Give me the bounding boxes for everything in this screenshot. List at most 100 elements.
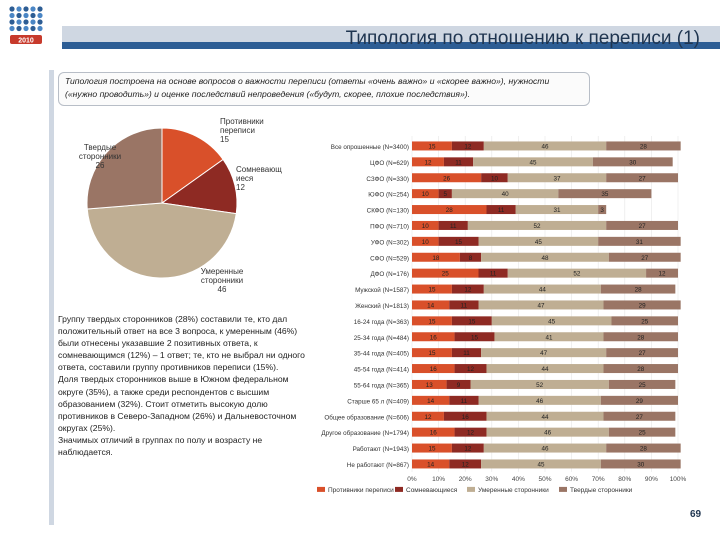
- category-label: Старше 65 л (N=409): [347, 398, 409, 405]
- bar-segment: [481, 459, 601, 469]
- bar-value-label: 46: [541, 446, 549, 453]
- bar-value-label: 29: [636, 398, 644, 405]
- logo-dot: [16, 12, 22, 19]
- category-label: 25-34 года (N=484): [354, 335, 409, 342]
- bar-value-label: 27: [639, 175, 647, 182]
- category-label: 16-24 года (N=363): [354, 319, 409, 326]
- pie-slice-label: Умеренные сторонники 46: [201, 267, 244, 294]
- bar-value-label: 52: [573, 271, 581, 278]
- bar-value-label: 28: [446, 207, 454, 214]
- pie-slice: [161, 127, 224, 204]
- pie-slice: [86, 127, 163, 210]
- bar-value-label: 9: [457, 382, 461, 389]
- bar-segment: [598, 236, 681, 246]
- category-label: Женский (N=1813): [355, 302, 409, 310]
- bar-value-label: 45: [530, 159, 538, 166]
- bar-value-label: 12: [424, 159, 432, 166]
- bar-value-label: 27: [639, 350, 647, 357]
- bar-value-label: 15: [471, 334, 479, 341]
- bar-value-label: 44: [541, 366, 549, 373]
- bar-value-label: 30: [637, 461, 645, 468]
- bar-segment: [603, 332, 678, 342]
- bar-value-label: 15: [428, 446, 436, 453]
- category-label: ДФО (N=176): [371, 271, 410, 278]
- bar-value-label: 15: [428, 318, 436, 325]
- bar-value-label: 30: [629, 159, 637, 166]
- bar-value-label: 15: [468, 318, 476, 325]
- logo-dot: [9, 25, 15, 32]
- pie-slice: [86, 202, 237, 279]
- bar-segment: [459, 252, 482, 262]
- bar-value-label: 12: [464, 446, 472, 453]
- bar-value-label: 11: [498, 207, 505, 214]
- bar-segment: [443, 411, 487, 421]
- legend-swatch: [559, 486, 567, 492]
- logo-dot: [37, 19, 43, 25]
- bar-value-label: 14: [427, 398, 435, 405]
- bar-value-label: 27: [641, 255, 649, 262]
- description-paragraph: Доля твердых сторонников выше в Южном фе…: [58, 374, 297, 433]
- bar-segment: [473, 157, 593, 167]
- logo-dot: [16, 19, 22, 25]
- bar-value-label: 46: [544, 430, 552, 437]
- bar-segment: [412, 316, 452, 326]
- bar-value-label: 16: [430, 366, 438, 373]
- logo-dot: [16, 6, 22, 12]
- bar-segment: [515, 205, 599, 215]
- bar-segment: [606, 173, 678, 183]
- bar-value-label: 37: [553, 175, 561, 182]
- bar-segment: [478, 395, 601, 405]
- bar-segment: [412, 443, 452, 453]
- category-label: 55-64 года (N=365): [354, 382, 409, 389]
- bar-segment: [412, 395, 450, 405]
- bar-value-label: 27: [636, 414, 644, 421]
- x-tick-label: 40%: [512, 476, 525, 483]
- bar-segment: [412, 236, 439, 246]
- bar-value-label: 26: [443, 175, 451, 182]
- bar-value-label: 48: [541, 255, 549, 262]
- bar-value-label: 28: [637, 334, 645, 341]
- bar-segment: [438, 220, 468, 230]
- logo-dot: [16, 25, 22, 32]
- pie-slice-label: Сомневающ иеся 12: [236, 165, 282, 192]
- bar-value-label: 12: [464, 143, 472, 150]
- pie-slice-label: Противники переписи 15: [220, 117, 264, 144]
- bar-segment: [592, 157, 673, 167]
- category-label: УФО (N=302): [371, 239, 409, 246]
- bar-segment: [443, 157, 474, 167]
- bar-segment: [481, 173, 508, 183]
- bar-value-label: 44: [541, 414, 549, 421]
- bar-value-label: 45: [548, 318, 556, 325]
- bar-value-label: 11: [461, 302, 468, 309]
- bar-segment: [467, 220, 607, 230]
- bar-value-label: 28: [637, 366, 645, 373]
- bar-value-label: 47: [538, 302, 546, 309]
- bar-segment: [446, 379, 471, 389]
- category-label: Другое образование (N=1794): [321, 429, 409, 437]
- pie-slice-label: Твердые сторонники 26: [79, 143, 121, 170]
- bar-value-label: 13: [426, 382, 434, 389]
- logo-year: 2010: [18, 38, 34, 45]
- page-title: Типология по отношению к переписи (1): [345, 28, 700, 49]
- bar-segment: [412, 205, 487, 215]
- bar-segment: [486, 427, 609, 437]
- bar-segment: [486, 364, 604, 374]
- bar-segment: [412, 141, 452, 151]
- logo-dot: [30, 6, 36, 12]
- bar-segment: [608, 252, 681, 262]
- bar-segment: [451, 189, 559, 199]
- description-paragraph: Значимых отличий в группах по полу и воз…: [58, 434, 263, 458]
- bar-value-label: 29: [639, 302, 647, 309]
- legend-swatch: [395, 486, 403, 492]
- x-tick-label: 90%: [645, 476, 658, 483]
- bar-segment: [483, 284, 601, 294]
- bar-segment: [412, 252, 460, 262]
- bar-segment: [412, 459, 450, 469]
- bar-segment: [451, 141, 484, 151]
- bar-segment: [412, 300, 450, 310]
- pie-chart: Противники переписи 15 Сомневающ иеся 12 Умере…: [79, 117, 282, 294]
- bar-value-label: 52: [536, 382, 544, 389]
- category-label: ЦФО (N=629): [370, 160, 409, 167]
- bar-value-label: 25: [639, 382, 647, 389]
- bar-segment: [558, 189, 652, 199]
